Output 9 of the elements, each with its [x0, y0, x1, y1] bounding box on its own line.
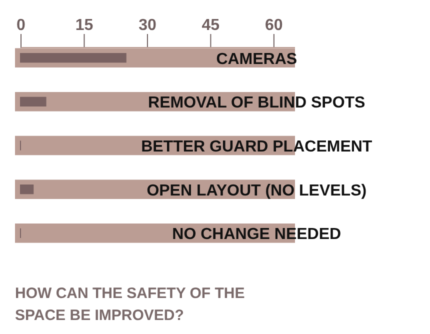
x-tick-label: 15 [75, 17, 94, 34]
text: HOW CAN THE SAFETY OF THE SPACE BE IMPROVED? [15, 285, 245, 324]
y-tick-label: NO CHANGE NEEDED [172, 226, 342, 244]
x-tick-label: 0 [16, 17, 26, 34]
y-tick-label: BETTER GUARD PLACEMENT [141, 138, 372, 156]
y-tick-label: OPEN LAYOUT (NO LEVELS) [146, 182, 367, 200]
x-tick-label: 45 [202, 17, 220, 34]
x-tick-label: 30 [138, 17, 156, 34]
x-tick-label: 60 [265, 17, 283, 34]
